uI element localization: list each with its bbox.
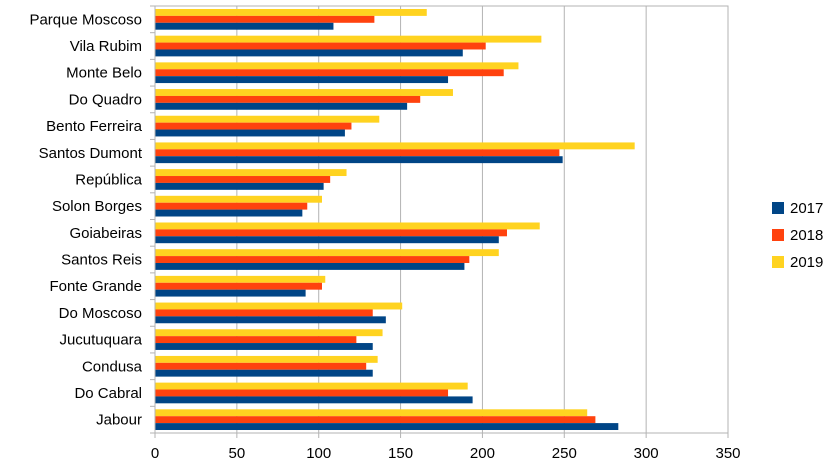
bar-2018 [155,389,449,397]
bar-2018 [155,42,486,50]
bar-2019 [155,302,403,310]
bar-2017 [155,22,334,30]
legend-label-2017: 2017 [790,200,823,217]
category-label: Fonte Grande [49,278,142,295]
bar-2017 [155,156,563,164]
bar-2018 [155,229,507,237]
x-tick-label: 0 [151,445,159,462]
bar-2019 [155,382,468,390]
bar-2019 [155,115,380,123]
bar-2019 [155,275,326,283]
x-tick-labels: 0 50 100 150 200 250 300 350 [151,445,741,462]
bar-2017 [155,102,408,110]
category-label: Do Quadro [69,91,142,108]
bar-2018 [155,122,352,130]
x-tick-label: 150 [388,445,413,462]
x-tick-label: 200 [470,445,495,462]
bar-2018 [155,69,504,77]
category-label: Solon Borges [52,198,142,215]
bar-2019 [155,8,427,16]
bar-2017 [155,396,473,404]
bar-2019 [155,249,499,257]
category-label: Condusa [82,358,143,375]
category-label: Parque Moscoso [29,11,142,28]
bar-2019 [155,35,542,43]
category-label: Jucutuquara [59,332,142,349]
bar-2017 [155,182,324,190]
bar-2017 [155,343,373,350]
x-tick-label: 350 [715,445,740,462]
bar-2017 [155,49,463,57]
bar-2017 [155,423,619,431]
category-labels: Jabour Do Cabral Condusa Jucutuquara Do Mosc… [29,11,142,428]
bar-2019 [155,62,519,70]
bar-2018 [155,176,331,183]
category-label: Jabour [96,412,142,429]
bar-2018 [155,202,308,210]
bar-2019 [155,355,378,363]
x-tick-label: 250 [552,445,577,462]
legend-label-2018: 2018 [790,227,823,244]
bar-2018 [155,149,560,157]
bar-2017 [155,289,306,297]
category-label: Vila Rubim [70,38,142,55]
bar-2019 [155,169,347,177]
bar-2018 [155,282,322,290]
bar-2017 [155,316,386,324]
bar-2017 [155,209,303,217]
category-label: Monte Belo [66,65,142,82]
bar-2018 [155,309,373,317]
legend-swatch-2017 [772,202,784,214]
category-label: Santos Reis [61,252,142,269]
bars [155,8,635,431]
category-label: República [75,171,142,188]
x-tick-label: 50 [229,445,246,462]
bar-2019 [155,222,540,230]
bar-2017 [155,129,345,137]
bar-2018 [155,336,357,344]
bar-2017 [155,236,499,244]
bar-2018 [155,15,375,23]
bar-2017 [155,262,465,270]
legend-label-2019: 2019 [790,254,823,271]
legend: 2017 2018 2019 [772,200,823,271]
bar-2019 [155,89,453,96]
category-label: Bento Ferreira [46,118,143,135]
axes [150,5,729,438]
x-tick-label: 300 [634,445,659,462]
bar-2019 [155,409,588,417]
bar-2018 [155,256,470,263]
category-label: Do Moscoso [59,305,142,322]
legend-swatch-2018 [772,229,784,241]
legend-swatch-2019 [772,256,784,268]
bar-2019 [155,142,635,150]
bar-2018 [155,416,596,424]
bar-2019 [155,195,322,203]
category-label: Goiabeiras [69,225,142,242]
category-label: Do Cabral [74,385,142,402]
bar-2017 [155,76,449,84]
bar-2018 [155,362,367,370]
category-label: Santos Dumont [39,145,143,162]
bar-2018 [155,95,421,103]
bar-2019 [155,329,383,337]
bar-2017 [155,369,373,377]
x-tick-label: 100 [306,445,331,462]
